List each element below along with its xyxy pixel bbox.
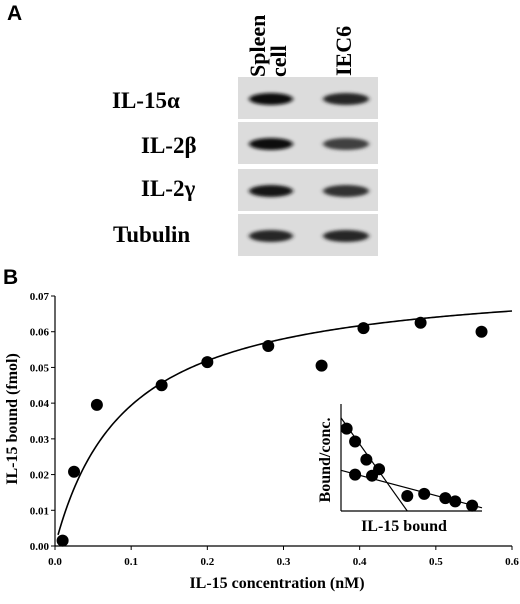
data-point <box>90 398 103 411</box>
x-tick-label: 0.1 <box>124 556 138 568</box>
inset-data-point <box>439 492 452 505</box>
row-label-il15a: IL-15α <box>112 88 180 113</box>
y-tick-label: 0.06 <box>30 327 50 339</box>
inset-data-point <box>466 499 479 512</box>
panel-a-letter: A <box>7 2 23 25</box>
data-point <box>315 359 328 372</box>
inset-data-point <box>366 469 379 482</box>
x-axis-title: IL-15 concentration (nM) <box>189 575 364 592</box>
y-axis-title: IL-15 bound (fmol) <box>4 353 21 485</box>
data-point <box>201 356 214 369</box>
data-point <box>414 316 427 329</box>
y-tick-label: 0.05 <box>30 362 50 374</box>
inset-data-point <box>401 490 414 503</box>
inset-data-point <box>349 435 362 448</box>
x-tick-label: 0.5 <box>429 556 443 568</box>
inset-data-point <box>418 487 431 500</box>
inset-data-point <box>340 422 353 435</box>
x-tick-label: 0.6 <box>505 556 519 568</box>
data-point <box>56 534 69 547</box>
saturation-fit-curve <box>57 310 513 536</box>
x-tick-label: 0.4 <box>353 556 367 568</box>
inset-data-point <box>449 495 462 508</box>
inset-fit-line <box>340 417 408 512</box>
y-tick-label: 0.07 <box>30 291 50 303</box>
inset-data-point <box>360 453 373 466</box>
row-label-il2b: IL-2β <box>141 133 197 158</box>
inset-x-axis-title: IL-15 bound <box>361 518 447 535</box>
data-point <box>357 322 370 335</box>
y-tick-label: 0.00 <box>30 541 50 553</box>
data-point <box>68 465 81 478</box>
data-point <box>475 325 488 338</box>
y-tick-label: 0.04 <box>30 398 50 410</box>
y-tick-label: 0.01 <box>30 505 49 517</box>
y-tick-label: 0.03 <box>30 434 50 446</box>
x-tick-label: 0.3 <box>277 556 291 568</box>
y-tick-label: 0.02 <box>30 470 50 482</box>
x-tick-label: 0.0 <box>48 556 62 568</box>
inset-data-point <box>349 468 362 481</box>
row-label-tubulin: Tubulin <box>113 222 191 247</box>
data-point <box>155 379 168 392</box>
row-label-il2g: IL-2γ <box>141 176 196 201</box>
data-point <box>262 340 275 352</box>
inset-y-axis-title: Bound/conc. <box>317 418 334 503</box>
panel-b-letter: B <box>3 266 19 289</box>
x-tick-label: 0.2 <box>200 556 214 568</box>
